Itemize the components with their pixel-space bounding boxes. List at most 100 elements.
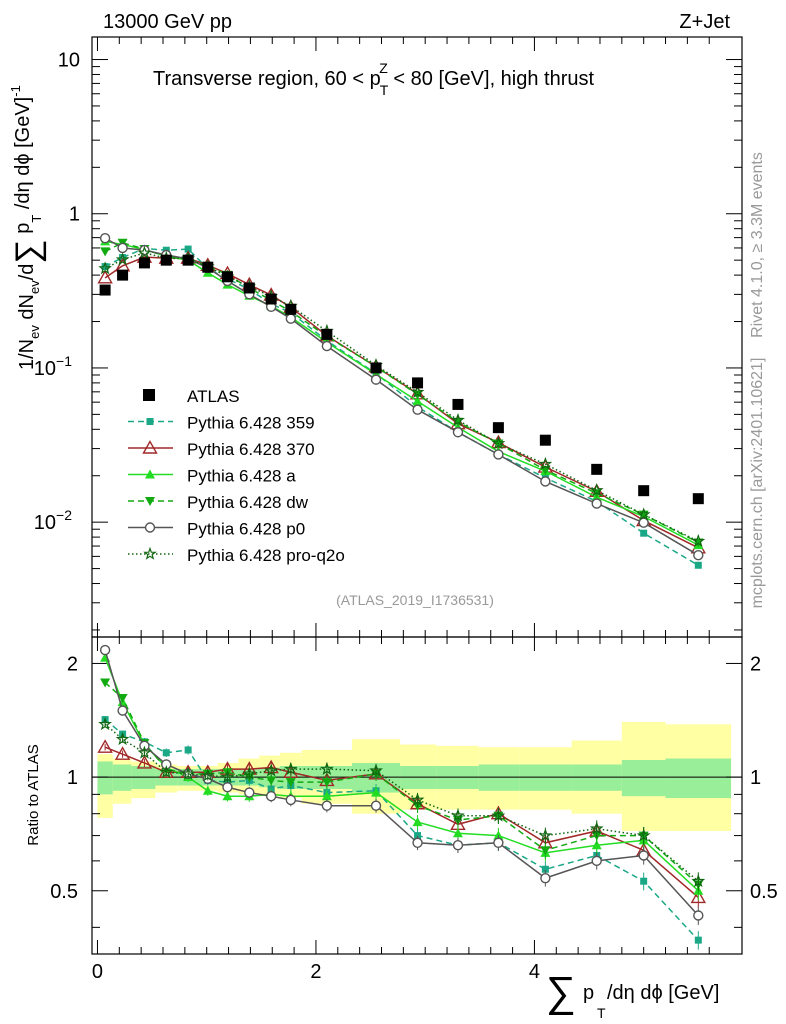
main-point [694,561,702,569]
svg-text:Transverse region, 60 < pTZ <: Transverse region, 60 < pTZ < 80 [GeV], … [153,60,595,98]
ratio-point [690,889,707,904]
ratio-point [181,766,196,780]
ratio-point [184,746,192,754]
legend-item: Pythia 6.428 dw [128,493,309,512]
plot-title: Transverse region, 60 < pTZ < 80 [GeV], … [153,60,595,98]
main-point [117,242,128,254]
ratio-point [541,865,549,873]
main-ytick-label: 1 [69,204,80,226]
atlas-point [285,303,297,315]
atlas-point [221,271,233,283]
title-suffix: < 80 [GeV], high thrust [388,68,595,90]
ratio-ytick-label: 2 [67,653,78,675]
ratio-point [202,785,213,795]
legend-label: Pythia 6.428 dw [187,493,309,512]
ratio-point [264,763,279,777]
legend-item: Pythia 6.428 370 [128,440,315,459]
process-label: Z+Jet [679,11,730,33]
xlabel-sum: ∑ [546,968,576,1015]
atlas-point [591,463,603,475]
ratio-point [321,791,332,801]
title-sub: T [380,82,389,98]
legend-marker [146,418,154,425]
legend-label: Pythia 6.428 a [187,467,296,486]
ratio-point [285,778,296,788]
ylabel-sum: ∑ [9,239,47,263]
main-point [100,247,111,257]
legend-item: Pythia 6.428 a [128,467,296,486]
atlas-point [492,422,504,434]
ratio-point [265,791,277,802]
ratio-ylabel: Ratio to ATLAS [25,744,42,845]
main-point [115,252,130,266]
main-point [410,384,425,399]
main-point [412,404,423,415]
stat-unc-band [478,764,520,791]
ratio-plot-frame [91,636,743,955]
analysis-id: (ATLAS_2019_I1736531) [336,592,494,608]
legend: ATLAS Pythia 6.428 359 Pythia 6.428 370 Pyt… [128,387,345,565]
main-axis-ticks: 10−2 10−1 1 10 [34,37,742,637]
main-ytick-label: 10−2 [34,507,72,534]
atlas-point [321,328,333,340]
main-point [101,263,109,271]
stat-unc-band [97,761,113,795]
ratio-point [220,769,235,784]
legend-marker-atlas [143,389,155,401]
ratio-point [694,936,702,944]
main-point [638,517,649,528]
ratio-point [540,846,551,856]
ratio-point [591,840,602,850]
ratio-point [640,877,648,885]
ratio-point [321,800,333,811]
svg-text:1/Nev dNev/d∑ pT /dη dϕ [GeV]: 1/Nev dNev/d∑ pT /dη dϕ [GeV]-1 [8,85,47,370]
main-ytick-label: 10 [58,50,80,72]
xlabel: ∑ p T /dη dϕ [GeV] [546,968,719,1021]
ratio-point [98,716,112,731]
stat-unc-band [665,758,732,799]
legend-item: Pythia 6.428 p0 [128,520,305,539]
atlas-point [117,269,129,281]
ratio-point [591,855,602,867]
ratio-axis-ticks: 0 2 4 0.5 0.5 1 1 2 2 [50,637,778,983]
ratio-point [452,828,463,838]
ratio-point [371,787,382,797]
ylabel-part-4: /d [16,264,38,281]
main-point [137,245,152,259]
ratio-point [589,821,604,835]
stat-unc-band [571,764,622,791]
legend-label: Pythia 6.428 370 [187,440,315,459]
main-point [370,374,382,385]
atlas-point [452,398,464,410]
atlas-point [138,257,150,269]
ratio-point [691,873,706,888]
atlas-data-points [99,254,704,505]
atlas-point [539,434,551,446]
ratio-ytick-label: 0.5 [50,881,78,903]
legend-marker [143,546,157,560]
ratio-point [491,808,506,822]
ratio-point [636,828,651,842]
atlas-point [638,485,650,497]
legend-label: Pythia 6.428 359 [187,414,315,433]
ratio-point [117,693,128,703]
ylabel-part-8: /dη dϕ [GeV] [12,97,34,215]
main-point [452,427,464,438]
main-point [412,396,423,406]
legend-marker [145,497,155,506]
ratio-point [638,850,649,861]
legend-item: Pythia 6.428 pro-q2o [128,546,345,565]
main-point [98,261,112,275]
ratio-point [117,705,128,716]
atlas-point [370,362,382,374]
ylabel-part-7: T [29,215,44,223]
ratio-point [242,766,257,780]
ratio-point [538,828,553,842]
legend-marker [145,469,155,479]
title-sup: Z [379,60,388,76]
ratio-point [99,644,111,656]
main-point [491,436,506,450]
ylabel-part-2: dN [16,294,38,325]
xlabel-sub: T [597,1005,606,1021]
atlas-point [160,254,172,266]
